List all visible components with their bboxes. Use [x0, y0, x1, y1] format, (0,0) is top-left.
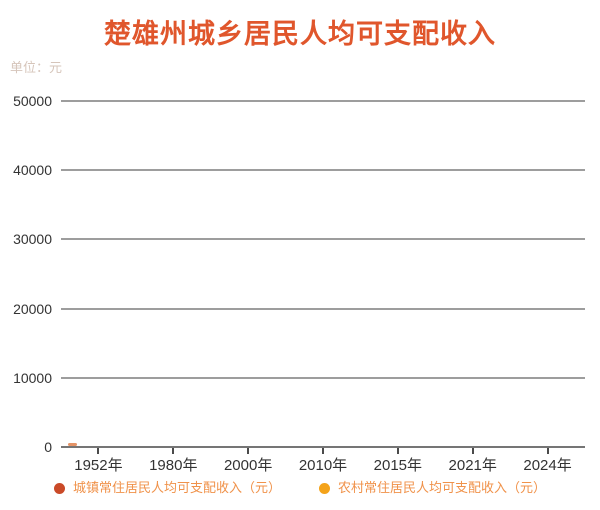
x-axis-tick [172, 448, 175, 454]
unit-label: 单位：元 [10, 60, 63, 75]
x-axis-tick [546, 448, 549, 454]
line-series-start-segment [68, 443, 77, 446]
x-axis-tick [396, 448, 399, 454]
x-axis-tick-label: 1952年 [74, 457, 123, 474]
x-axis-tick [471, 448, 474, 454]
y-axis-tick-label: 30000 [13, 231, 52, 248]
x-axis-tick-label: 2024年 [523, 457, 572, 474]
x-axis-tick-label: 2015年 [373, 457, 423, 474]
x-axis-tick-label: 2010年 [298, 457, 348, 474]
y-axis-tick-label: 0 [44, 439, 52, 455]
legend-item[interactable]: 城镇常住居民人均可支配收入（元） [53, 480, 281, 496]
legend-marker-icon [53, 482, 65, 494]
x-axis-tick [247, 448, 250, 454]
x-axis-tick-label: 2021年 [448, 457, 497, 474]
y-axis-tick-label: 10000 [13, 369, 52, 386]
gridline [61, 169, 585, 172]
y-axis-tick-label: 40000 [13, 162, 52, 179]
y-axis-tick-label: 50000 [13, 93, 52, 109]
y-axis-tick-label: 20000 [13, 300, 52, 317]
legend-marker-icon [319, 482, 330, 494]
gridline [61, 238, 585, 241]
legend-item-label: 农村常住居民人均可支配收入（元） [338, 480, 547, 495]
gridline [61, 307, 585, 310]
gridline [61, 376, 585, 379]
legend-item[interactable]: 农村常住居民人均可支配收入（元） [319, 480, 546, 496]
x-axis-tick-label: 1980年 [149, 457, 198, 474]
gridline [61, 100, 585, 102]
x-axis-line [61, 446, 585, 448]
x-axis-tick [97, 448, 100, 454]
legend: 城镇常住居民人均可支配收入（元） 农村常住居民人均可支配收入（元） [0, 480, 600, 496]
plot-area: 0 10000 20000 30000 40000 50000 1952年 1980年 2000… [13, 93, 585, 474]
chart-title: 楚雄州城乡居民人均可支配收入 [104, 19, 496, 49]
legend-item-label: 城镇常住居民人均可支配收入（元） [72, 480, 281, 495]
x-axis-tick-label: 2000年 [223, 457, 273, 474]
x-axis-tick [322, 448, 324, 454]
